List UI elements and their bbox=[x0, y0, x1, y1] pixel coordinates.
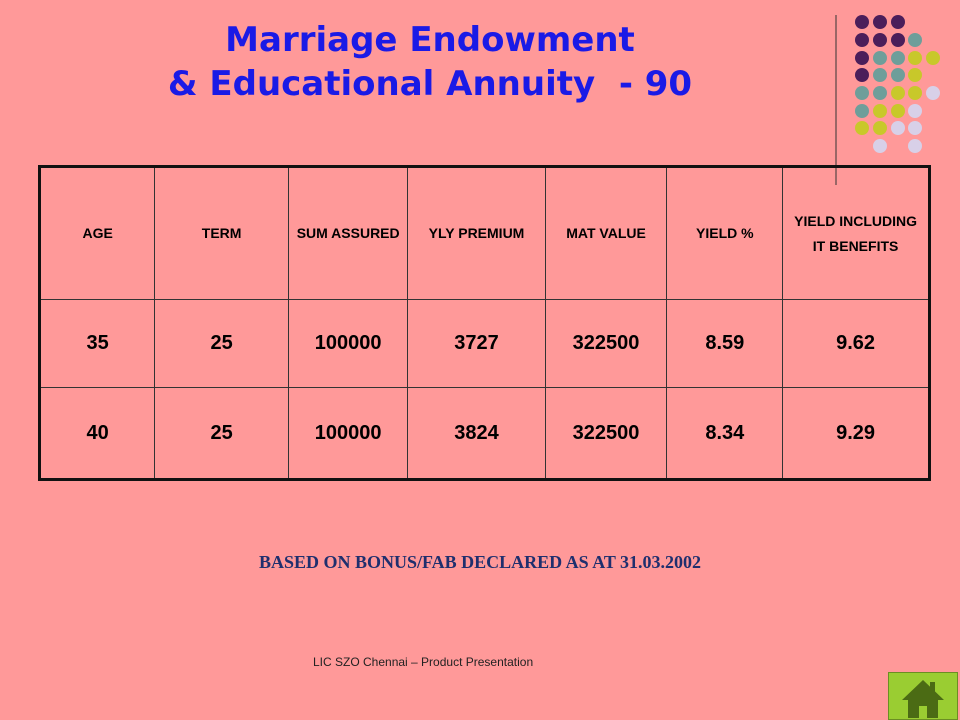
table-cell: 9.62 bbox=[782, 298, 930, 389]
table-cell: 8.59 bbox=[666, 298, 784, 389]
note: BASED ON BONUS/FAB DECLARED AS AT 31.03.… bbox=[258, 552, 702, 572]
header-cell: AGE bbox=[38, 166, 156, 300]
table-cell: 100000 bbox=[287, 298, 409, 389]
table-cell: 3824 bbox=[407, 387, 546, 480]
header-cell: TERM bbox=[154, 166, 289, 300]
decoration bbox=[835, 15, 940, 185]
header-row: AGE TERM SUM ASSURED YLY PREMIUM MAT VALUE YI… bbox=[38, 166, 930, 300]
table-cell: 35 bbox=[38, 298, 156, 389]
table-row: 35 25 100000 3727 322500 8.59 9.62 bbox=[38, 298, 930, 389]
table-cell: 322500 bbox=[544, 387, 668, 480]
table-cell: 40 bbox=[38, 387, 156, 480]
table: AGE TERM SUM ASSURED YLY PREMIUM MAT VALUE YI… bbox=[38, 165, 931, 481]
table-cell: 9.29 bbox=[782, 387, 930, 480]
table-cell: 3727 bbox=[407, 298, 546, 389]
title-line: & Educational Annuity - 90 bbox=[167, 64, 693, 104]
header-cell: SUM ASSURED bbox=[287, 166, 409, 300]
table-cell: 322500 bbox=[544, 298, 668, 389]
title-line: Marriage Endowment bbox=[225, 20, 635, 60]
title: Marriage Endowment & Educational Annuity … bbox=[0, 18, 860, 106]
dot-grid bbox=[855, 15, 940, 153]
table-row: 40 25 100000 3824 322500 8.34 9.29 bbox=[38, 387, 930, 480]
header-cell: MAT VALUE bbox=[544, 166, 668, 300]
table-cell: 25 bbox=[154, 298, 289, 389]
table-cell: 8.34 bbox=[666, 387, 784, 480]
table-cell: 100000 bbox=[287, 387, 409, 480]
header-cell: YIELD % bbox=[666, 166, 784, 300]
home-button[interactable] bbox=[888, 672, 958, 720]
header-cell: YIELD INCLUDING IT BENEFITS bbox=[782, 166, 930, 300]
table-cell: 25 bbox=[154, 387, 289, 480]
header-cell: YLY PREMIUM bbox=[407, 166, 546, 300]
footer: LIC SZO Chennai – Product Presentation bbox=[313, 655, 534, 669]
